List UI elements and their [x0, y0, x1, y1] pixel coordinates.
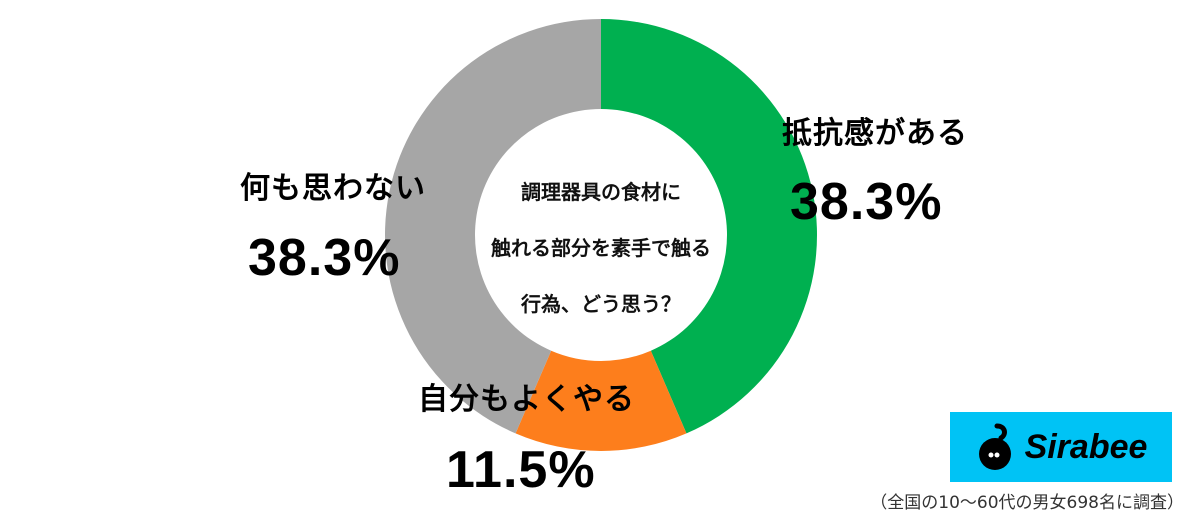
label-do-myself: 自分もよくやる [418, 382, 635, 417]
center-title-line-3: 行為、どう思う？ [521, 292, 681, 316]
segment-nothing [385, 19, 601, 434]
pct-nothing: 38.3% [248, 229, 401, 287]
sirabee-logo: Sirabee [950, 412, 1172, 482]
sirabee-logo-text: Sirabee [1024, 427, 1148, 466]
pct-do-myself: 11.5% [446, 441, 596, 499]
label-nothing: 何も思わない [240, 171, 426, 206]
center-title-line-2: 触れる部分を素手で触る [491, 236, 711, 260]
sirabee-mascot-icon [978, 423, 1011, 470]
segment-do-myself [515, 350, 687, 451]
pct-resistant: 38.3% [790, 173, 943, 231]
segment-resistant [601, 19, 818, 434]
survey-footnote: （全国の10〜60代の男女698名に調査） [870, 493, 1184, 513]
center-title-line-1: 調理器具の食材に [521, 180, 681, 204]
label-resistant: 抵抗感がある [782, 116, 968, 151]
